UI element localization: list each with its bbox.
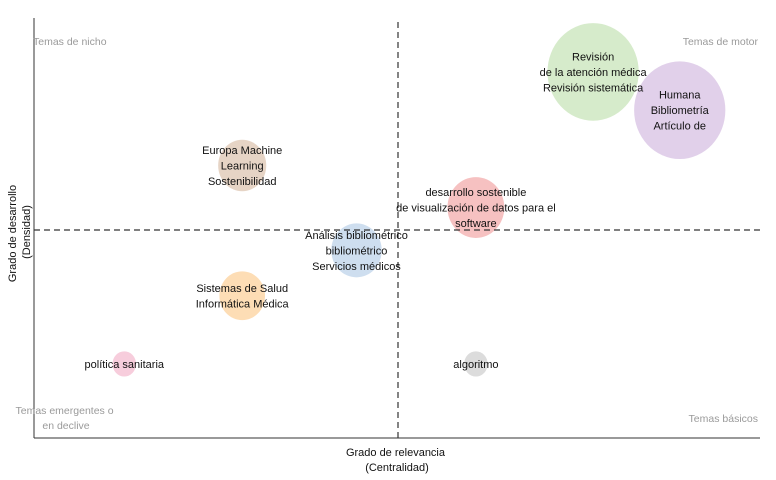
bubble-point-1 bbox=[634, 61, 726, 160]
bubble-label-0-line-0: Revisión bbox=[572, 51, 614, 63]
bubble-label-2: Europa Machine Learning Sostenibilidad bbox=[202, 145, 282, 188]
bubble-label-5: Sistemas de Salud Informática Médica bbox=[196, 283, 290, 311]
x-axis-title-line1: Grado de relevancia bbox=[346, 447, 446, 459]
bubble-label-0-line-1: de la atención médica bbox=[540, 67, 648, 79]
bubble-point-6 bbox=[112, 351, 137, 377]
bubble-label-7: algoritmo bbox=[453, 359, 498, 371]
y-axis-title: Grado de desarrollo (Densidad) bbox=[7, 182, 33, 282]
bubble-label-1-line-1: Bibliometría bbox=[651, 105, 710, 117]
quadrant-label-motor: Temas de motor bbox=[683, 36, 759, 48]
bubble-label-5-line-0: Sistemas de Salud bbox=[196, 283, 288, 295]
labels-layer: Revisión de la atención médica Revisión si… bbox=[85, 51, 710, 371]
y-axis-title-line1: Grado de desarrollo bbox=[7, 185, 19, 282]
axes-layer bbox=[33, 18, 762, 439]
quadrant-label-emerging-line1: Temas emergentes o bbox=[16, 405, 114, 417]
bubble-label-1: Humana Bibliometría Artículo de bbox=[651, 90, 710, 133]
bubble-label-4: Análisis bibliométrico bibliométrico Servi… bbox=[305, 230, 408, 273]
axis-titles: Grado de relevancia (Centralidad) Grado … bbox=[7, 182, 448, 474]
bubble-label-4-line-2: Servicios médicos bbox=[312, 261, 401, 273]
bubble-point-5 bbox=[219, 271, 266, 321]
quadrant-labels: Temas de nicho Temas de motor Temas emer… bbox=[16, 36, 759, 432]
bubble-label-5-line-1: Informática Médica bbox=[196, 298, 290, 310]
bubble-label-0-line-2: Revisión sistemática bbox=[543, 82, 644, 94]
bubble-point-0 bbox=[547, 23, 639, 121]
bubble-label-6: política sanitaria bbox=[85, 359, 165, 371]
bubble-label-4-line-1: bibliométrico bbox=[326, 245, 388, 257]
bubble-point-7 bbox=[464, 351, 488, 377]
y-axis-title-line2: (Densidad) bbox=[21, 205, 33, 259]
bubble-label-6-line-0: política sanitaria bbox=[85, 359, 165, 371]
quadrant-label-niche: Temas de nicho bbox=[33, 36, 107, 48]
bubble-label-4-line-0: Análisis bibliométrico bbox=[305, 230, 408, 242]
bubble-label-1-line-0: Humana bbox=[659, 90, 701, 102]
bubbles-layer bbox=[112, 23, 726, 377]
bubble-point-2 bbox=[218, 139, 267, 192]
bubble-label-3-line-2: software bbox=[455, 218, 497, 230]
bubble-label-2-line-2: Sostenibilidad bbox=[208, 176, 277, 188]
x-axis-title: Grado de relevancia (Centralidad) bbox=[346, 447, 448, 474]
bubble-point-4 bbox=[331, 223, 382, 278]
bubble-label-3: desarrollo sostenible de visualización de… bbox=[396, 187, 556, 230]
bubble-label-2-line-1: Learning bbox=[221, 161, 264, 173]
quadrant-label-emerging-line2: en declive bbox=[42, 420, 89, 432]
bubble-label-7-line-0: algoritmo bbox=[453, 359, 498, 371]
x-axis-title-line2: (Centralidad) bbox=[365, 462, 429, 474]
bubble-label-2-line-0: Europa Machine bbox=[202, 145, 282, 157]
bubble-label-1-line-2: Artículo de bbox=[653, 121, 706, 133]
bubble-label-3-line-0: desarrollo sostenible bbox=[425, 187, 526, 199]
bubble-label-0: Revisión de la atención médica Revisión si… bbox=[540, 51, 648, 94]
quadrant-label-basic: Temas básicos bbox=[689, 413, 758, 425]
quadrant-label-emerging: Temas emergentes o en declive bbox=[16, 405, 117, 432]
bubble-label-3-line-1: de visualización de datos para el bbox=[396, 203, 556, 215]
bubble-point-3 bbox=[447, 177, 505, 238]
